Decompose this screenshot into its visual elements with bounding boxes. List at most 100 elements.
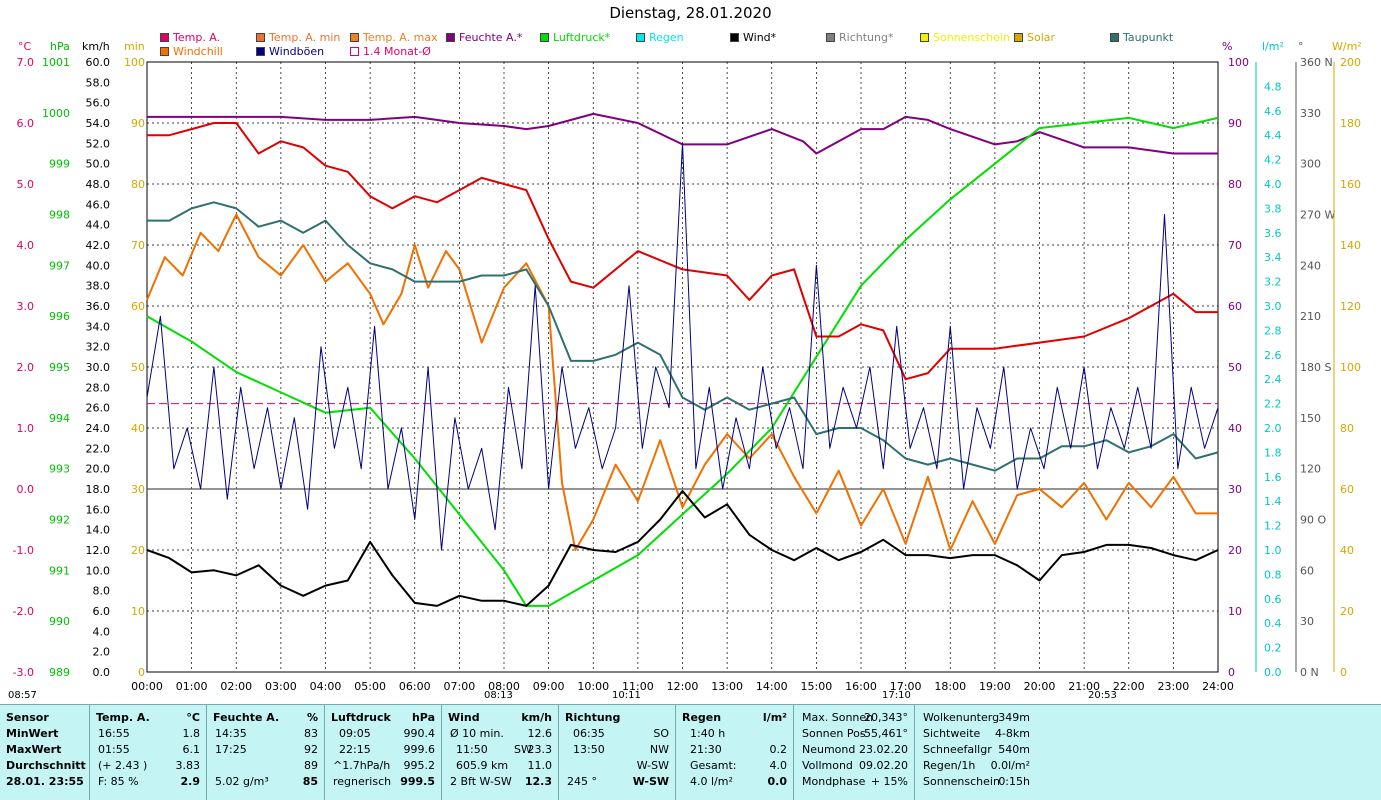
y-tick-label: 80: [1340, 422, 1354, 435]
legend-item: Taupunkt: [1110, 31, 1173, 44]
sun-pos-value: -55,461°: [860, 727, 908, 740]
legend-item: Solar: [1014, 31, 1055, 44]
y-tick-label: 1.4: [1264, 495, 1282, 508]
direction-current-value: W-SW: [632, 775, 669, 788]
y-tick-label: 3.2: [1264, 276, 1282, 289]
y-tick-label: 4.2: [1264, 154, 1282, 167]
y-tick-label: 18.0: [86, 483, 111, 496]
legend-swatch: [256, 33, 265, 42]
moonset-time: 20:53: [1088, 690, 1117, 701]
y-tick-label: 4.8: [1264, 80, 1282, 93]
y-tick-label: 270 W: [1300, 209, 1335, 222]
humidity-max-value: 92: [304, 743, 318, 756]
y-tick-label: 10: [1228, 605, 1242, 618]
y-tick-label: 1000: [42, 107, 70, 120]
y-tick-label: 30: [1300, 615, 1314, 628]
y-tick-label: -1.0: [13, 544, 34, 557]
y-tick-label: 0.8: [1264, 568, 1282, 581]
y-tick-label: 998: [49, 209, 70, 222]
y-tick-label: 360 N: [1300, 56, 1333, 69]
x-tick-label: 10:00: [577, 680, 609, 693]
y-tick-label: 20: [1340, 605, 1354, 618]
new-moon-label: Neumond: [802, 743, 856, 756]
direction-value-3: W-SW: [636, 759, 669, 772]
y-tick-label: 6.0: [93, 605, 111, 618]
pressure-max-time: 22:15: [339, 743, 371, 756]
summary-rain-header: Regen: [682, 711, 722, 724]
y-tick-label: 70: [131, 239, 145, 252]
summary-misc-col: Wolkenunterg 349m Sichtweite 4-8km Schneef…: [915, 705, 1036, 800]
summary-rain-col: Regen l/m² 1:40 h 21:30 0.2 Gesamt: 4.0 4.0…: [676, 705, 794, 800]
y-tick-label: 30.0: [86, 361, 111, 374]
y-tick-label: 60.0: [86, 56, 111, 69]
y-tick-label: 20: [131, 544, 145, 557]
summary-sensor-row: 28.01. 23:55: [6, 775, 84, 788]
y-tick-label: 7.0: [17, 56, 35, 69]
summary-direction-header: Richtung: [565, 711, 621, 724]
series-line: [147, 112, 1218, 155]
legend-swatch: [160, 33, 169, 42]
y-tick-label: 200: [1340, 56, 1361, 69]
humidity-min-value: 83: [304, 727, 318, 740]
legend-item: Windchill: [160, 45, 223, 58]
legend-label: Sonnenschein: [933, 31, 1010, 44]
moon-phase-value: + 15%: [870, 775, 908, 788]
y-tick-label: 0.2: [1264, 642, 1282, 655]
y-tick-label: 1.6: [1264, 471, 1282, 484]
pressure-avg-value: 995.2: [403, 759, 436, 772]
y-tick-label: 52.0: [86, 137, 111, 150]
legend-label: Temp. A. min: [269, 31, 341, 44]
y-tick-label: 2.2: [1264, 398, 1282, 411]
rain-total-label: Gesamt:: [690, 759, 737, 772]
y-tick-label: 0: [138, 666, 145, 679]
sunshine-label: Sonnenschein: [923, 775, 1000, 788]
y-tick-label: 16.0: [86, 503, 111, 516]
y-tick-label: 60: [1300, 564, 1314, 577]
temp-avg-diff: (+ 2.43 ): [98, 759, 148, 772]
y-tick-label: 40: [1228, 422, 1242, 435]
legend-label: Temp. A. max: [363, 31, 438, 44]
legend-item: Regen: [636, 31, 684, 44]
legend-item: Feuchte A.*: [446, 31, 522, 44]
left-time-marker: 08:57: [8, 690, 37, 701]
rain-per-hour-label: Regen/1h: [923, 759, 976, 772]
series-line: [147, 201, 1219, 472]
sun-max-value: 20,343°: [864, 711, 908, 724]
y-tick-label: 50: [131, 361, 145, 374]
y-tick-label: 2.6: [1264, 349, 1282, 362]
summary-sun-col: Max. Sonnen 20,343° Sonnen Pos -55,461° Ne…: [794, 705, 915, 800]
y-tick-label: 0: [1340, 666, 1347, 679]
x-tick-label: 09:00: [533, 680, 565, 693]
y-tick-label: 42.0: [86, 239, 111, 252]
legend-label: 1.4 Monat-Ø: [363, 45, 431, 58]
y-tick-label: 999: [49, 158, 70, 171]
y-tick-label: 60: [1228, 300, 1242, 313]
y-tick-label: 10.0: [86, 564, 111, 577]
y-tick-label: 1.0: [1264, 544, 1282, 557]
y-tick-label: 34.0: [86, 320, 111, 333]
y-tick-label: 4.4: [1264, 129, 1282, 142]
x-tick-label: 11:00: [622, 680, 654, 693]
y-tick-label: 160: [1340, 178, 1361, 191]
y-tick-label: 8.0: [93, 585, 111, 598]
sunrise-time: 08:13: [484, 690, 513, 701]
direction-time-2: 13:50: [573, 743, 605, 756]
x-tick-label: 01:00: [176, 680, 208, 693]
legend-label: Windchill: [173, 45, 223, 58]
direction-time-1: 06:35: [573, 727, 605, 740]
y-tick-label: 2.0: [93, 646, 111, 659]
x-tick-label: 13:00: [711, 680, 743, 693]
legend-swatch: [1014, 33, 1023, 42]
series-line: [146, 490, 1219, 607]
x-tick-label: 03:00: [265, 680, 297, 693]
y-tick-label: 4.0: [1264, 178, 1282, 191]
y-tick-label: 5.0: [17, 178, 35, 191]
legend-swatch: [540, 33, 549, 42]
y-tick-label: 90: [131, 117, 145, 130]
rain-duration: 1:40 h: [690, 727, 726, 740]
x-tick-label: 16:00: [845, 680, 877, 693]
y-tick-label: 0.4: [1264, 617, 1282, 630]
x-tick-label: 05:00: [354, 680, 386, 693]
y-tick-label: 100: [124, 56, 145, 69]
y-tick-label: 48.0: [86, 178, 111, 191]
